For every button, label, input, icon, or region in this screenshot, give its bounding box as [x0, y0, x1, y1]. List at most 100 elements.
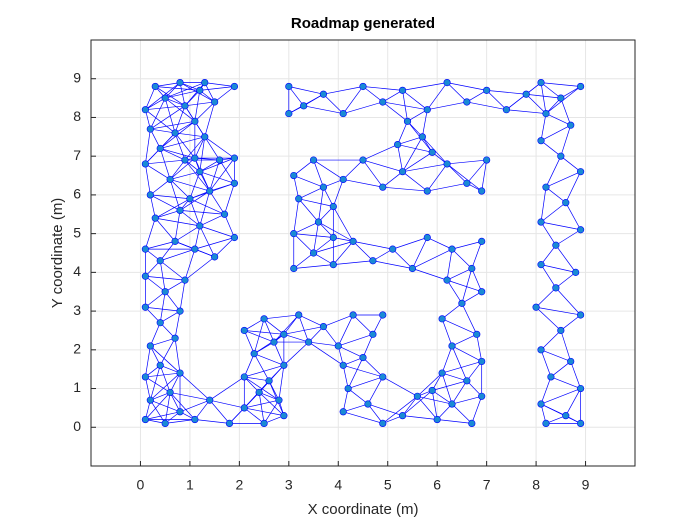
edge [412, 237, 428, 269]
edge [451, 241, 482, 250]
node [532, 303, 540, 311]
edge [525, 93, 547, 114]
node [379, 311, 387, 319]
edge [441, 303, 463, 320]
edge [194, 399, 210, 420]
y-tick-label: 7 [73, 147, 81, 163]
node [206, 187, 214, 195]
edge [199, 86, 235, 91]
edge [382, 101, 428, 111]
edge [392, 248, 413, 269]
node [270, 338, 278, 346]
edge [555, 229, 581, 246]
node [448, 342, 456, 350]
grid [91, 40, 635, 466]
edge [174, 210, 181, 242]
edge [283, 341, 309, 366]
edge [145, 345, 151, 377]
edge [447, 159, 487, 165]
node [230, 82, 239, 91]
edge [466, 101, 507, 111]
edge [402, 171, 428, 192]
edge [342, 159, 364, 180]
edge [417, 396, 438, 420]
edge [333, 206, 354, 242]
edge [150, 399, 166, 424]
x-tick-label: 2 [235, 477, 243, 493]
edge [545, 186, 566, 203]
edge [338, 345, 364, 358]
edge [159, 241, 176, 261]
y-tick-label: 9 [73, 69, 81, 85]
node [191, 154, 199, 162]
edge [347, 357, 364, 389]
edge [427, 82, 448, 110]
node [290, 264, 298, 273]
edge [204, 82, 235, 87]
node [191, 245, 199, 253]
edge [209, 190, 225, 215]
node [319, 183, 328, 191]
edge [446, 163, 468, 184]
edge [506, 109, 547, 114]
node [542, 183, 550, 191]
node [196, 86, 204, 94]
edge [184, 256, 215, 281]
edge [432, 380, 467, 391]
edge [402, 90, 428, 110]
node [225, 419, 234, 428]
node [369, 257, 377, 265]
edge [170, 179, 210, 192]
node [576, 168, 585, 176]
edge [174, 338, 181, 374]
edge [560, 97, 572, 126]
edge [481, 159, 487, 192]
edge [362, 86, 383, 103]
node [156, 361, 164, 369]
node [468, 419, 476, 428]
edge [318, 187, 324, 223]
edge [263, 399, 280, 424]
node [319, 90, 328, 98]
edge [555, 245, 576, 273]
edge [159, 291, 166, 323]
node [206, 396, 214, 404]
edge [145, 218, 156, 250]
node [403, 117, 412, 125]
edge [145, 105, 185, 111]
edge [362, 144, 398, 161]
edge [412, 268, 448, 281]
edge [199, 171, 235, 184]
node [176, 408, 184, 416]
y-tick-label: 8 [73, 108, 81, 124]
edge [540, 376, 552, 405]
edge [362, 159, 403, 173]
edge [169, 392, 196, 420]
edge [461, 291, 482, 304]
node [379, 373, 387, 381]
node [176, 206, 184, 214]
node [240, 373, 248, 381]
node [275, 396, 283, 404]
node [478, 237, 486, 245]
edge [264, 314, 299, 320]
node [458, 299, 466, 307]
edge [169, 372, 181, 393]
edge [540, 264, 576, 273]
node [215, 156, 224, 164]
edge [150, 322, 161, 347]
edge [159, 260, 166, 292]
node [463, 98, 471, 106]
edge [427, 182, 467, 192]
node [280, 412, 288, 420]
node [146, 125, 154, 133]
edge [159, 338, 176, 366]
edge [323, 326, 339, 347]
edge [442, 372, 467, 382]
node [542, 419, 550, 428]
edge [204, 101, 215, 137]
node [478, 392, 486, 400]
edge [343, 101, 383, 114]
x-tick-label: 7 [483, 477, 491, 493]
edge [352, 241, 374, 261]
